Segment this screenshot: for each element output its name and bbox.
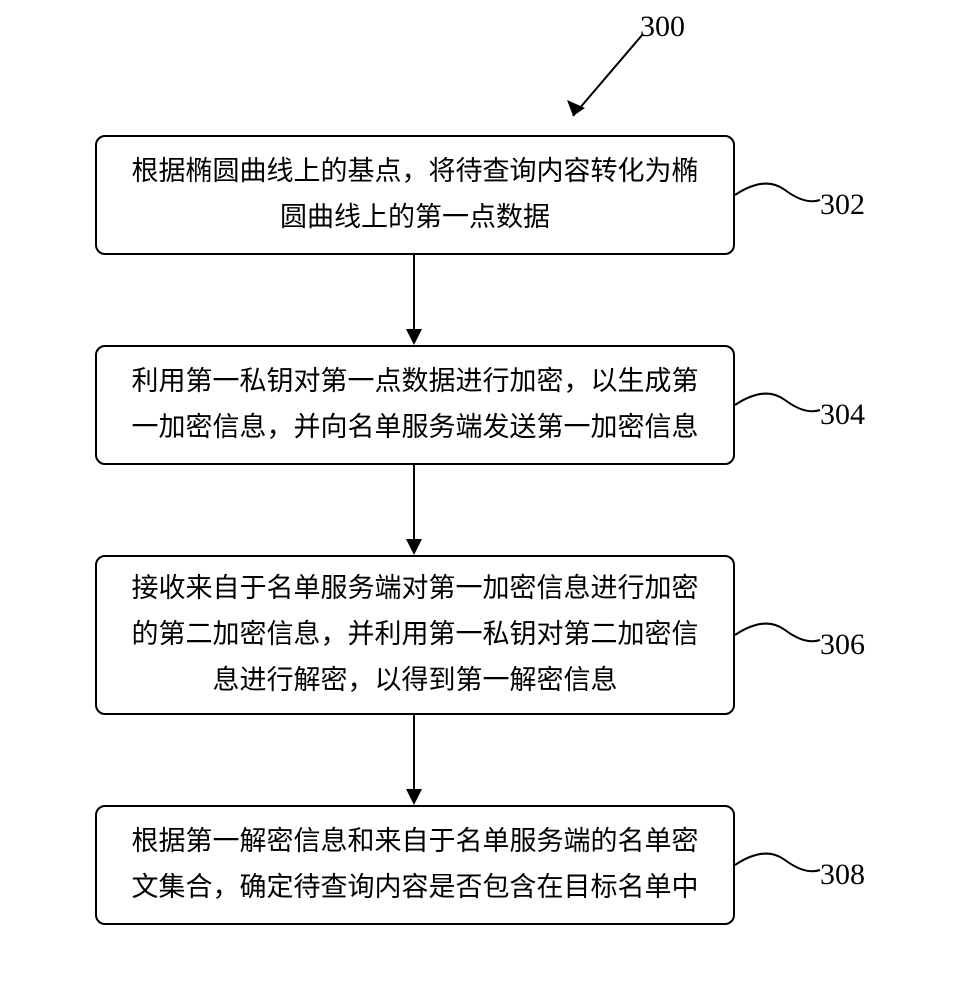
top-indicator-arrow	[555, 30, 655, 140]
curve-302	[735, 170, 825, 220]
step-box-306: 接收来自于名单服务端对第一加密信息进行加密 的第二加密信息，并利用第一私钥对第二…	[95, 555, 735, 715]
step-box-308: 根据第一解密信息和来自于名单服务端的名单密 文集合，确定待查询内容是否包含在目标…	[95, 805, 735, 925]
step-304-line1: 利用第一私钥对第一点数据进行加密，以生成第	[132, 366, 699, 396]
step-label-306: 306	[820, 628, 865, 662]
step-308-line2: 文集合，确定待查询内容是否包含在目标名单中	[132, 872, 699, 902]
step-306-line2: 的第二加密信息，并利用第一私钥对第二加密信	[132, 619, 699, 649]
step-text-308: 根据第一解密信息和来自于名单服务端的名单密 文集合，确定待查询内容是否包含在目标…	[132, 819, 699, 911]
step-306-line1: 接收来自于名单服务端对第一加密信息进行加密	[132, 573, 699, 603]
step-text-306: 接收来自于名单服务端对第一加密信息进行加密 的第二加密信息，并利用第一私钥对第二…	[132, 566, 699, 704]
curve-308	[735, 840, 825, 890]
step-308-line1: 根据第一解密信息和来自于名单服务端的名单密	[132, 826, 699, 856]
step-306-line3: 息进行解密，以得到第一解密信息	[213, 665, 618, 695]
diagram-number-label: 300	[640, 10, 685, 44]
step-304-line2: 一加密信息，并向名单服务端发送第一加密信息	[132, 412, 699, 442]
step-302-line1: 根据椭圆曲线上的基点，将待查询内容转化为椭	[132, 156, 699, 186]
flowchart-container: 300 根据椭圆曲线上的基点，将待查询内容转化为椭 圆曲线上的第一点数据 302…	[0, 30, 972, 1000]
step-label-308: 308	[820, 858, 865, 892]
step-text-302: 根据椭圆曲线上的基点，将待查询内容转化为椭 圆曲线上的第一点数据	[132, 149, 699, 241]
curve-304	[735, 380, 825, 430]
step-302-line2: 圆曲线上的第一点数据	[280, 202, 550, 232]
step-box-304: 利用第一私钥对第一点数据进行加密，以生成第 一加密信息，并向名单服务端发送第一加…	[95, 345, 735, 465]
step-label-304: 304	[820, 398, 865, 432]
step-box-302: 根据椭圆曲线上的基点，将待查询内容转化为椭 圆曲线上的第一点数据	[95, 135, 735, 255]
step-label-302: 302	[820, 188, 865, 222]
curve-306	[735, 610, 825, 660]
step-text-304: 利用第一私钥对第一点数据进行加密，以生成第 一加密信息，并向名单服务端发送第一加…	[132, 359, 699, 451]
